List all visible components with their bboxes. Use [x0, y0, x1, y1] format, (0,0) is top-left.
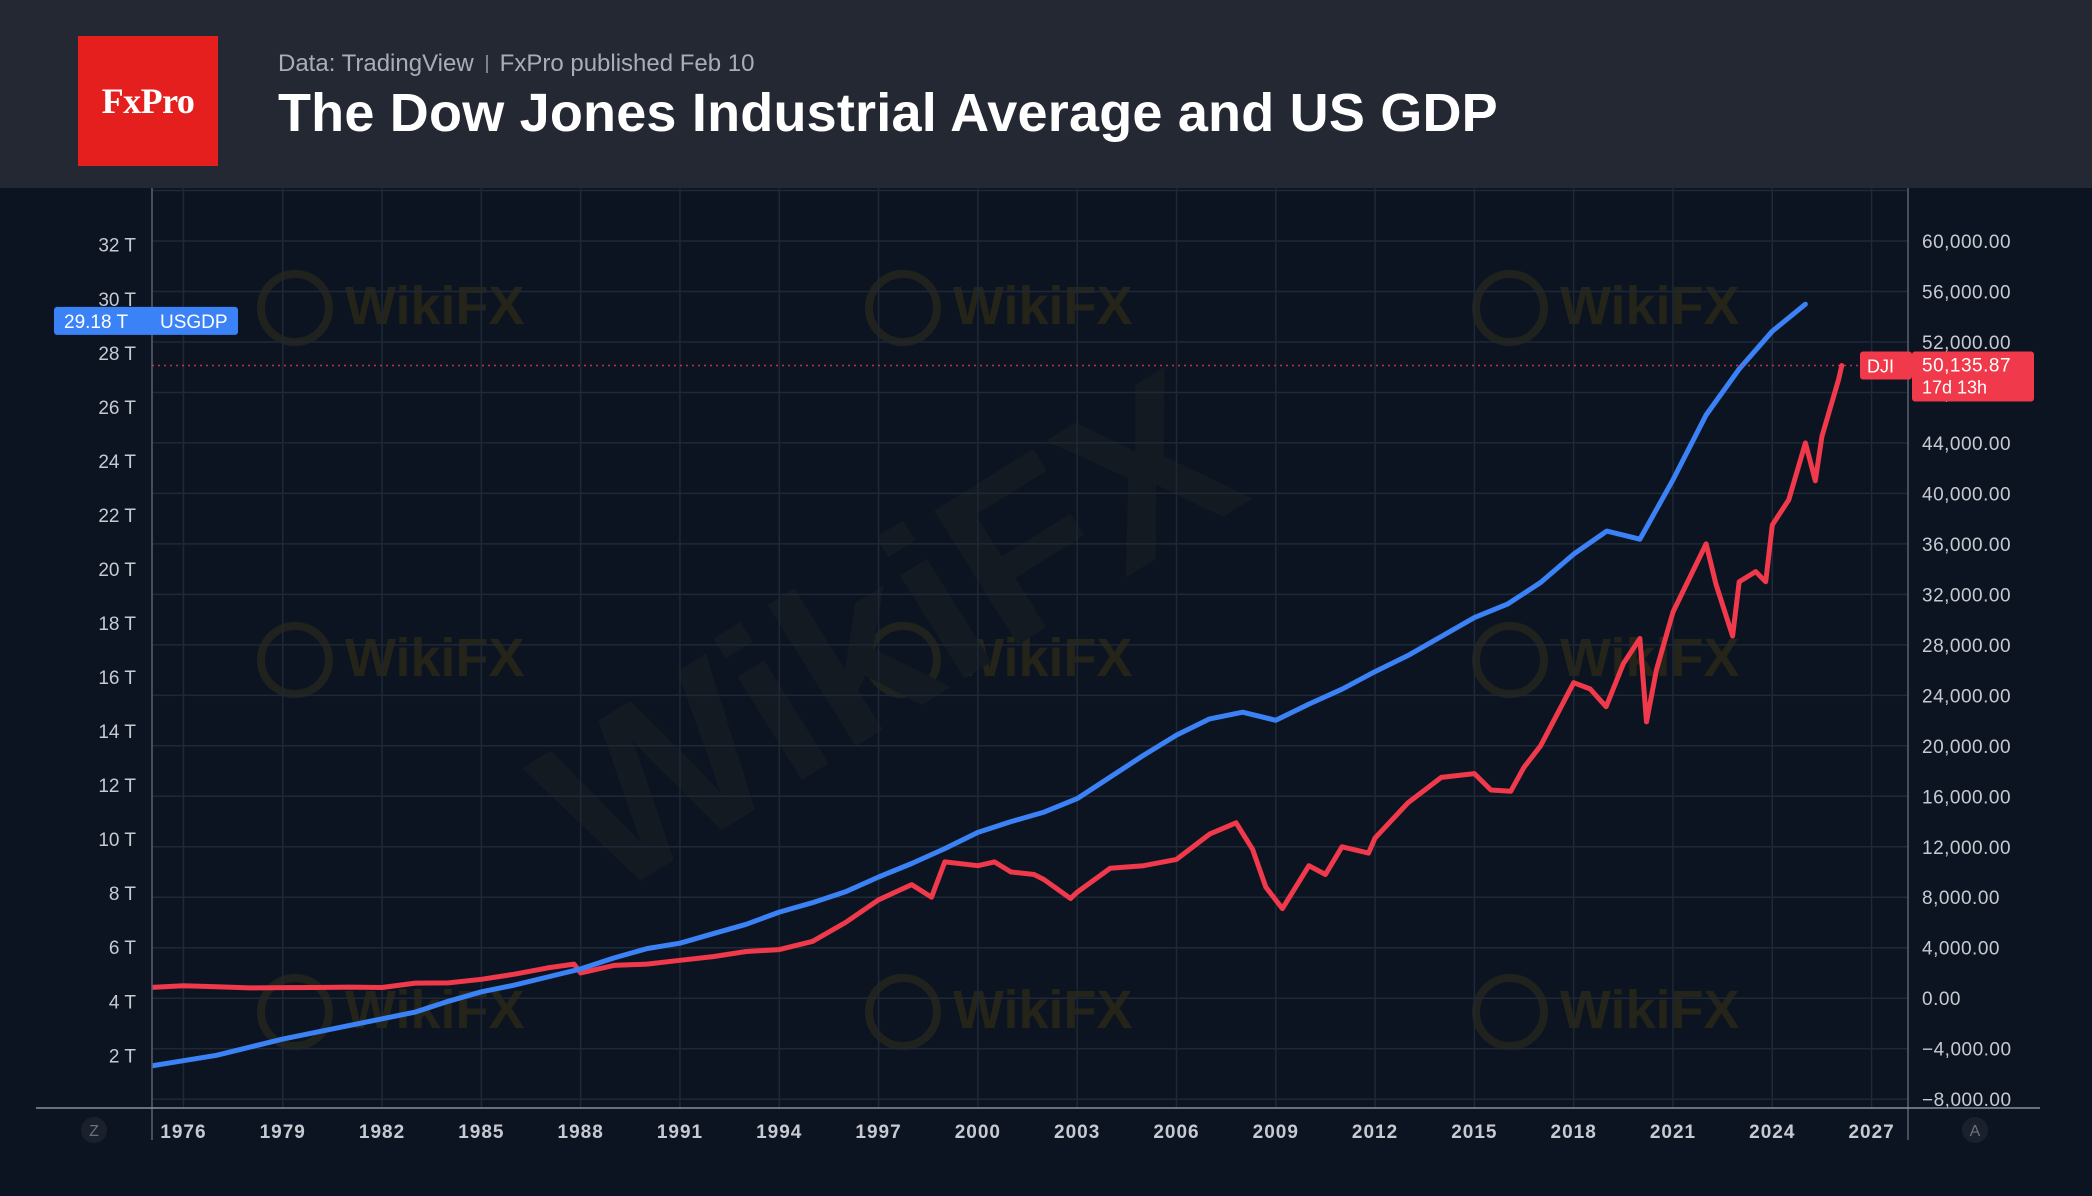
axis-right-button-label: A: [1970, 1123, 1981, 1140]
watermark-text: WikiFX: [345, 628, 525, 688]
watermark-text: WikiFX: [953, 276, 1133, 336]
x-tick-label: 2003: [1054, 1122, 1100, 1143]
chart-title: The Dow Jones Industrial Average and US …: [278, 83, 1498, 143]
watermark-icon: [865, 974, 941, 1050]
x-tick-label: 1997: [855, 1122, 901, 1143]
x-tick-label: 1994: [756, 1122, 802, 1143]
y-right-tick-label: 40,000.00: [1922, 484, 2011, 505]
x-tick-label: 1979: [260, 1122, 306, 1143]
x-tick-label: 1991: [657, 1122, 703, 1143]
y-left-tick-label: 32 T: [98, 236, 136, 257]
usgdp-value-label: 29.18 T: [64, 312, 128, 333]
axis-left-button-label: Z: [89, 1123, 99, 1140]
watermark-icon: [257, 974, 333, 1050]
y-right-tick-label: 12,000.00: [1922, 838, 2011, 859]
axis-left-button[interactable]: [81, 1117, 107, 1143]
dji-name-badge: [1860, 351, 1912, 380]
x-tick-label: 2027: [1848, 1122, 1894, 1143]
fxpro-logo: FxPro: [78, 36, 218, 166]
dji-value-badge: [1912, 351, 2034, 402]
x-tick-label: 1985: [458, 1122, 504, 1143]
watermark-icon: [257, 270, 333, 346]
y-right-tick-label: 8,000.00: [1922, 888, 2000, 909]
x-tick-label: 1982: [359, 1122, 405, 1143]
watermark-icon: [1472, 622, 1548, 698]
watermark-icon: [257, 622, 333, 698]
y-right-tick-label: 20,000.00: [1922, 737, 2011, 758]
y-left-tick-label: 20 T: [98, 560, 136, 581]
y-left-tick-label: 22 T: [98, 506, 136, 527]
usgdp-value-badge: [54, 306, 238, 335]
y-left-tick-label: 18 T: [98, 614, 136, 635]
watermark-text: WikiFX: [1560, 980, 1740, 1040]
y-right-tick-label: 32,000.00: [1922, 585, 2011, 606]
watermark-icon: [1472, 974, 1548, 1050]
published-info: FxPro published Feb 10: [499, 50, 755, 77]
y-right-tick-label: 56,000.00: [1922, 282, 2011, 303]
y-right-tick-label: 24,000.00: [1922, 686, 2011, 707]
dji-countdown-label: 17d 13h: [1922, 377, 1987, 397]
watermark-text: WikiFX: [953, 980, 1133, 1040]
y-right-tick-label: 4,000.00: [1922, 939, 2000, 960]
y-right-tick-label: 0.00: [1922, 989, 1961, 1010]
usgdp-series-name: USGDP: [160, 312, 228, 333]
watermark-icon: [865, 622, 941, 698]
chart-canvas[interactable]: WikiFX WikiFX WikiFX WikiFX WikiFX WikiFX Wiki…: [0, 188, 2092, 1196]
y-left-tick-label: 4 T: [109, 992, 137, 1013]
y-left-tick-label: 14 T: [98, 722, 136, 743]
logo-text: FxPro: [101, 81, 195, 121]
watermark-text: WikiFX: [953, 628, 1133, 688]
x-tick-label: 2021: [1650, 1122, 1696, 1143]
chart-header: FxPro Data: TradingView FxPro published …: [0, 0, 2092, 188]
watermark-icon: [1472, 270, 1548, 346]
y-right-tick-label: 16,000.00: [1922, 787, 2011, 808]
x-tick-label: 1988: [558, 1122, 604, 1143]
y-right-tick-label: 28,000.00: [1922, 636, 2011, 657]
y-left-tick-label: 30 T: [98, 290, 136, 311]
y-right-tick-label: −4,000.00: [1922, 1040, 2012, 1061]
series-dji-line[interactable]: [150, 363, 1845, 991]
x-tick-label: 2012: [1352, 1122, 1398, 1143]
grid: [152, 188, 1908, 1108]
y-right-tick-label: −8,000.00: [1922, 1090, 2012, 1111]
y-left-tick-label: 12 T: [98, 776, 136, 797]
x-tick-label: 2009: [1253, 1122, 1299, 1143]
x-tick-label: 2015: [1451, 1122, 1497, 1143]
x-tick-label: 1976: [160, 1122, 206, 1143]
x-tick-label: 2006: [1153, 1122, 1199, 1143]
y-right-tick-label: 60,000.00: [1922, 232, 2011, 253]
y-left-tick-label: 24 T: [98, 452, 136, 473]
x-tick-label: 2000: [955, 1122, 1001, 1143]
y-left-tick-label: 26 T: [98, 398, 136, 419]
series-usgdp-line[interactable]: [150, 301, 1808, 1069]
dji-series-name: DJI: [1867, 356, 1894, 376]
y-left-tick-label: 6 T: [109, 938, 137, 959]
y-left-tick-label: 2 T: [109, 1046, 137, 1067]
data-source: Data: TradingView: [278, 50, 474, 77]
y-left-tick-label: 8 T: [109, 884, 137, 905]
y-left-tick-label: 10 T: [98, 830, 136, 851]
x-tick-label: 2024: [1749, 1122, 1795, 1143]
watermarks: WikiFX WikiFX WikiFX WikiFX WikiFX WikiFX Wiki…: [257, 270, 1740, 1050]
watermark-large: WikiFX: [496, 321, 1281, 944]
y-right-tick-label: 52,000.00: [1922, 333, 2011, 354]
x-tick-label: 2018: [1551, 1122, 1597, 1143]
y-right-tick-label: 36,000.00: [1922, 535, 2011, 556]
series-group: [150, 301, 1845, 1069]
watermark-text: WikiFX: [1560, 276, 1740, 336]
watermark-text: WikiFX: [345, 276, 525, 336]
dji-value-label: 50,135.87: [1922, 355, 2011, 376]
separator: [485, 55, 488, 73]
axes: 1976 1979 1982 1985 1988 1991 1994 1997 2000 2003…: [36, 188, 2040, 1143]
watermark-text: WikiFX: [1560, 628, 1740, 688]
y-left-tick-label: 28 T: [98, 344, 136, 365]
y-right-tick-label: 44,000.00: [1922, 434, 2011, 455]
axis-right-button[interactable]: [1962, 1117, 1988, 1143]
source-line: Data: TradingView FxPro published Feb 10: [278, 50, 754, 78]
y-left-tick-label: 16 T: [98, 668, 136, 689]
